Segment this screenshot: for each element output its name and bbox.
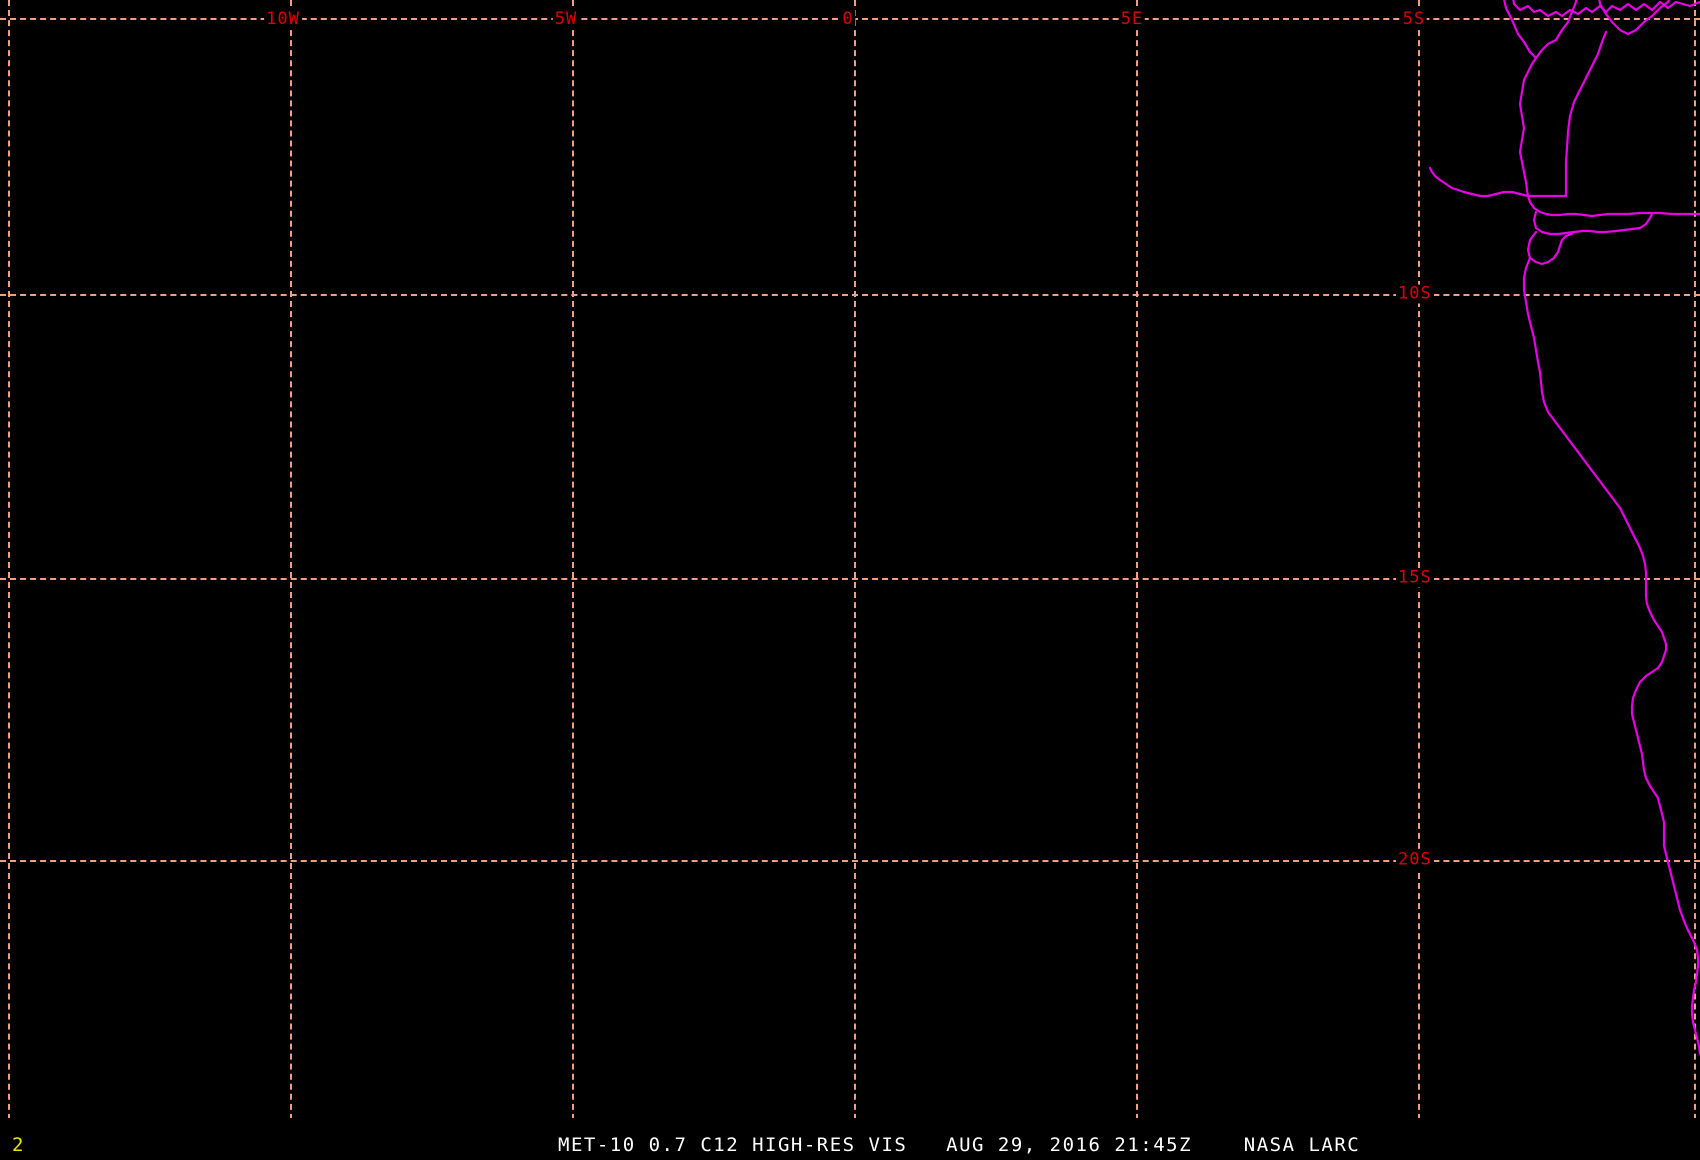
lat-label-10s: 10S [1396, 283, 1434, 304]
coastline-path-lagoon [1532, 210, 1654, 236]
lon-label-5e: 5E [1118, 9, 1146, 29]
coastline-path-namibia [1522, 256, 1700, 1056]
lat-label-15s: 15S [1396, 567, 1434, 588]
lon-label-5w: 5W [552, 9, 580, 29]
lat-label-5s: 5S [1400, 9, 1428, 29]
lon-label-0: 0 [840, 9, 856, 29]
lon-label-10w: 10W [264, 9, 302, 29]
coastline-path-border-east [1428, 166, 1530, 198]
coastline-path-bay-north [1598, 0, 1671, 36]
lat-label-20s: 20S [1396, 849, 1434, 870]
product-caption: MET-10 0.7 C12 HIGH-RES VIS AUG 29, 2016… [558, 1134, 1361, 1156]
coastline-path-inland-north [1503, 0, 1578, 60]
coastline-path-main [1512, 0, 1700, 18]
coastline-path-inner-lagoon [1526, 230, 1574, 266]
coastline-path-west-coast [1518, 30, 1608, 198]
footer-bar: 2 MET-10 0.7 C12 HIGH-RES VIS AUG 29, 20… [0, 1118, 1700, 1160]
frame-index-label: 2 [12, 1134, 25, 1156]
coastline-path-walvis-hook [1526, 194, 1700, 218]
